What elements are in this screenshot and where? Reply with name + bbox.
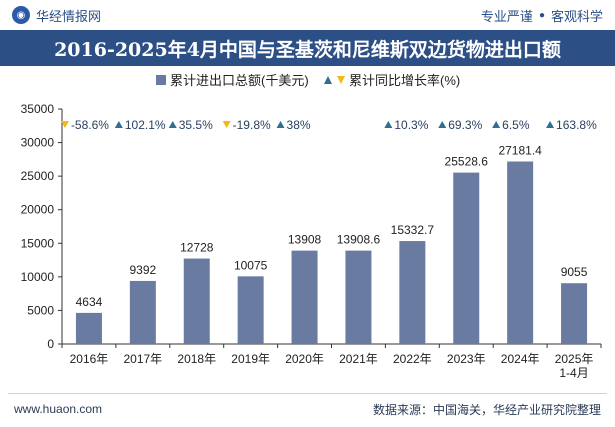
brand: ◉ 华经情报网: [12, 6, 101, 25]
growth-down-icon: [222, 121, 231, 128]
y-tick-label: 30000: [21, 136, 55, 150]
bar: [507, 161, 534, 344]
growth-up-icon: [384, 121, 393, 128]
bar-chart: 0 5000 10000 15000 20000 25000 30000 35000 4634 2…: [21, 73, 602, 380]
growth-up-icon: [546, 121, 555, 128]
legend-label-total: 累计进出口总额(千美元): [170, 73, 309, 88]
bar-value-label: 12728: [180, 241, 214, 255]
bar-value-label: 4634: [76, 295, 103, 309]
growth-up-icon: [276, 121, 285, 128]
chart-title: 2016-2025年4月中国与圣基茨和尼维斯双边货物进出口额: [0, 30, 615, 66]
brand-name: 华经情报网: [36, 8, 102, 24]
top-bar: ◉ 华经情报网 专业严谨 ● 客观科学: [0, 0, 615, 30]
x-tick-label: 1-4月: [559, 366, 588, 380]
growth-rate-label: 163.8%: [556, 118, 597, 132]
footer-source: 数据来源：中国海关，华经产业研究院整理: [372, 402, 601, 417]
bar-value-label: 13908: [288, 233, 322, 247]
x-tick-label: 2016年: [70, 352, 109, 366]
y-tick-label: 20000: [21, 203, 55, 217]
x-tick-label: 2020年: [285, 352, 324, 366]
bar-value-label: 15332.7: [391, 223, 435, 237]
legend-bar-swatch: [156, 75, 166, 85]
bar: [345, 250, 372, 344]
x-tick-label: 2017年: [123, 352, 162, 366]
growth-rate-label: 38%: [287, 118, 311, 132]
y-tick-label: 25000: [21, 169, 55, 183]
x-tick-label: 2022年: [393, 352, 432, 366]
bar-value-label: 9392: [129, 263, 156, 277]
bar: [291, 250, 318, 344]
y-tick-label: 35000: [21, 102, 55, 116]
legend-down-icon: [337, 76, 345, 84]
tagline-separator: ●: [538, 9, 545, 21]
x-tick-label: 2024年: [501, 352, 540, 366]
x-tick-label: 2025年: [555, 352, 594, 366]
x-tick-label: 2021年: [339, 352, 378, 366]
huajing-logo-icon: ◉: [12, 6, 30, 24]
growth-rate-label: 69.3%: [448, 118, 482, 132]
bar-value-label: 9055: [561, 265, 588, 279]
y-tick-label: 10000: [21, 270, 55, 284]
bar: [129, 280, 156, 344]
bar-value-label: 10075: [234, 258, 268, 272]
bar: [183, 258, 210, 344]
growth-up-icon: [114, 121, 123, 128]
footer: www.huaon.com 数据来源：中国海关，华经产业研究院整理: [0, 396, 615, 422]
tagline-left: 专业严谨: [480, 8, 533, 24]
x-tick-label: 2023年: [447, 352, 486, 366]
x-tick-label: 2019年: [231, 352, 270, 366]
footer-divider: [8, 393, 607, 394]
growth-rate-label: 102.1%: [125, 118, 166, 132]
growth-rate-label: 35.5%: [179, 118, 213, 132]
footer-website: www.huaon.com: [14, 402, 103, 416]
bar: [75, 312, 102, 344]
bar-value-label: 13908.6: [337, 233, 381, 247]
tagline-right: 客观科学: [550, 8, 603, 24]
y-tick-label: 5000: [27, 303, 54, 317]
x-tick-label: 2018年: [177, 352, 216, 366]
bar-value-label: 27181.4: [498, 143, 542, 157]
growth-rate-label: -58.6%: [71, 118, 109, 132]
growth-rate-label: -19.8%: [233, 118, 271, 132]
growth-up-icon: [492, 121, 501, 128]
legend-up-icon: [324, 76, 332, 84]
bar: [399, 241, 426, 344]
growth-rate-label: 6.5%: [502, 118, 530, 132]
bar: [453, 172, 480, 344]
tagline: 专业严谨 ● 客观科学: [481, 6, 603, 25]
bar-value-label: 25528.6: [445, 155, 489, 169]
y-tick-label: 0: [47, 337, 54, 351]
y-tick-label: 15000: [21, 236, 55, 250]
growth-down-icon: [60, 121, 69, 128]
bar: [237, 276, 264, 344]
bar: [561, 283, 588, 344]
legend-label-growth: 累计同比增长率(%): [349, 73, 460, 88]
growth-up-icon: [168, 121, 177, 128]
growth-up-icon: [438, 121, 447, 128]
growth-rate-label: 10.3%: [394, 118, 428, 132]
